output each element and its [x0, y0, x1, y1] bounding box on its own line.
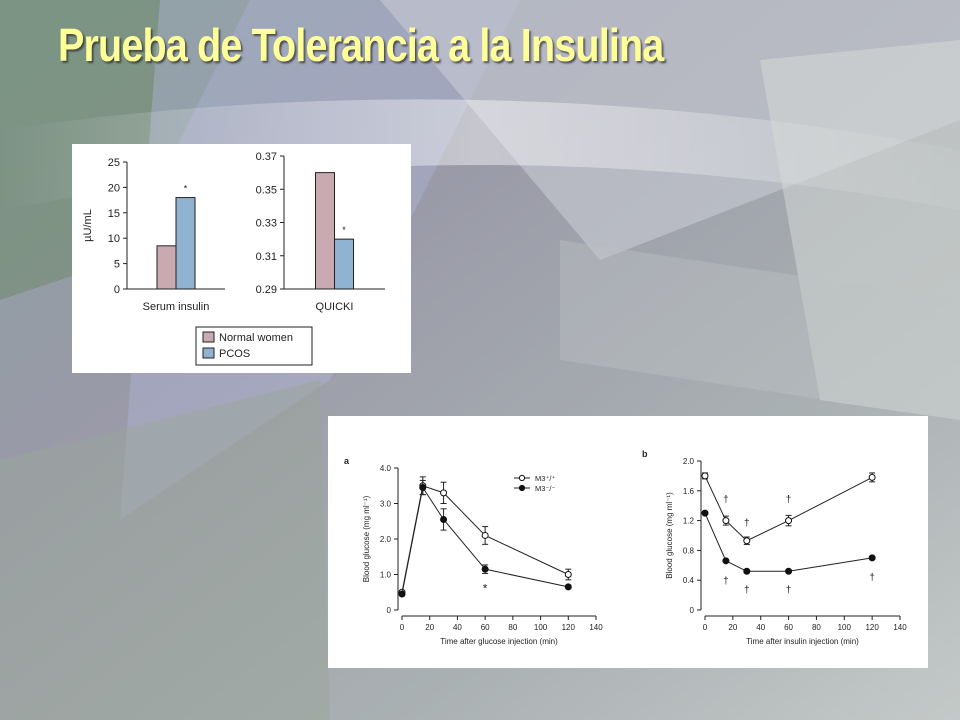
data-point — [564, 571, 572, 578]
x-tick-label: 140 — [893, 623, 907, 632]
y-tick-label: 5 — [114, 259, 120, 271]
significance-marker: * — [184, 184, 188, 194]
significance-marker: † — [869, 572, 875, 583]
y-tick-label: 3.0 — [380, 500, 392, 509]
legend-swatch — [202, 331, 215, 343]
significance-marker: † — [723, 494, 729, 505]
x-tick-label: 100 — [838, 623, 852, 632]
panel-label: b — [642, 449, 648, 459]
y-tick-label: 1.2 — [683, 517, 695, 526]
glucose-tolerance-chart: 0 1.0 2.0 3.0 4.0 0 20 40 60 80 100 120 140 Time afte… — [344, 456, 603, 646]
line-chart-figure: 0 1.0 2.0 3.0 4.0 0 20 40 60 80 100 120 140 Time afte… — [328, 416, 928, 668]
data-point — [722, 517, 730, 525]
significance-marker: * — [483, 582, 488, 596]
x-tick-label: 100 — [534, 623, 548, 632]
legend-label: M3⁻/⁻ — [535, 484, 555, 493]
y-axis-label: Blood glucose (mg ml⁻¹) — [665, 492, 674, 579]
legend-label: PCOS — [219, 348, 250, 360]
significance-marker: † — [786, 494, 792, 505]
y-tick-label: 0 — [387, 606, 392, 615]
x-tick-label: 40 — [756, 623, 765, 632]
data-point — [564, 583, 572, 591]
bar-chart-figure: 0 5 10 15 20 25 * Serum insulin µU/mL 0.29 0.31 0.… — [72, 144, 411, 373]
y-tick-label: 2.0 — [380, 535, 392, 544]
significance-marker: † — [744, 518, 750, 529]
y-axis-label: µU/mL — [82, 209, 94, 242]
y-tick-label: 0.37 — [256, 151, 277, 163]
bar — [175, 197, 196, 290]
y-tick-label: 0.29 — [256, 284, 277, 296]
x-axis-label: Time after insulin injection (min) — [746, 637, 859, 646]
category-label: Serum insulin — [143, 301, 210, 313]
y-tick-label: 0 — [114, 284, 120, 296]
y-tick-label: 15 — [108, 208, 120, 220]
y-tick-label: 1.0 — [380, 571, 392, 580]
slide-title: Prueba de Tolerancia a la Insulina — [58, 19, 664, 71]
x-axis-label: Time after glucose injection (min) — [440, 637, 558, 646]
data-point — [868, 554, 876, 562]
x-tick-label: 0 — [400, 623, 405, 632]
legend-swatch — [202, 347, 215, 359]
data-point — [868, 473, 876, 481]
legend-label: M3⁺/⁺ — [535, 474, 555, 483]
bar — [334, 238, 354, 290]
data-point — [481, 531, 489, 539]
significance-marker: † — [786, 585, 792, 596]
data-point — [785, 567, 793, 575]
data-point — [701, 509, 709, 517]
data-point — [440, 489, 448, 497]
data-point — [481, 565, 489, 573]
line-charts-svg: 0 1.0 2.0 3.0 4.0 0 20 40 60 80 100 120 140 Time afte… — [344, 449, 907, 646]
y-tick-label: 2.0 — [683, 457, 695, 466]
data-point — [785, 517, 793, 525]
y-tick-label: 0.31 — [256, 251, 277, 263]
quicki-chart: 0.29 0.31 0.33 0.35 0.37 * QUICKI — [256, 151, 385, 313]
x-tick-label: 60 — [784, 623, 793, 632]
x-tick-label: 120 — [865, 623, 879, 632]
bar — [315, 172, 335, 290]
data-point — [701, 472, 709, 480]
legend-box — [195, 326, 313, 366]
data-point — [419, 484, 427, 492]
series-line — [704, 475, 873, 542]
x-tick-label: 80 — [812, 623, 821, 632]
x-tick-label: 80 — [508, 623, 517, 632]
x-tick-label: 120 — [562, 623, 576, 632]
y-tick-label: 25 — [108, 157, 120, 169]
x-tick-label: 20 — [425, 623, 434, 632]
data-point — [722, 557, 730, 565]
y-tick-label: 0 — [690, 606, 695, 615]
insulin-tolerance-chart: 0 0.4 0.8 1.2 1.6 2.0 0 20 40 60 80 100 120 140 Time a… — [642, 449, 907, 646]
legend-marker — [518, 474, 526, 482]
legend-label: Normal women — [219, 332, 293, 344]
serum-insulin-chart: 0 5 10 15 20 25 * Serum insulin µU/mL — [82, 157, 225, 313]
y-tick-label: 1.6 — [683, 487, 695, 496]
y-tick-label: 20 — [108, 182, 120, 194]
data-point — [398, 590, 406, 598]
y-tick-label: 0.33 — [256, 218, 277, 230]
y-tick-label: 0.4 — [683, 576, 695, 585]
panel-label: a — [344, 456, 350, 466]
data-point — [440, 515, 448, 523]
x-tick-label: 140 — [589, 623, 603, 632]
y-tick-label: 10 — [108, 233, 120, 245]
bar-legend: Normal women PCOS — [195, 326, 313, 366]
data-point — [743, 537, 751, 545]
x-tick-label: 0 — [703, 623, 708, 632]
significance-marker: † — [723, 576, 729, 587]
legend-marker — [518, 484, 526, 492]
y-tick-label: 0.8 — [683, 546, 695, 555]
y-tick-label: 4.0 — [380, 464, 392, 473]
category-label: QUICKI — [316, 301, 354, 313]
x-tick-label: 20 — [728, 623, 737, 632]
x-tick-label: 60 — [481, 623, 490, 632]
significance-marker: † — [744, 585, 750, 596]
x-tick-label: 40 — [453, 623, 462, 632]
data-point — [743, 567, 751, 575]
significance-marker: * — [342, 225, 346, 235]
bar — [156, 245, 177, 290]
y-axis-label: Blood glucose (mg ml⁻¹) — [362, 495, 371, 582]
y-tick-label: 0.35 — [256, 184, 277, 196]
